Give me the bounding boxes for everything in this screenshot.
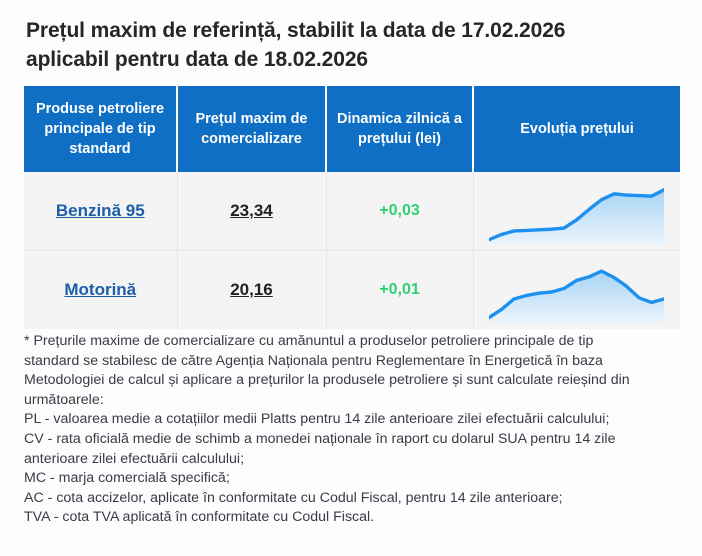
cell-product: Benzină 95 — [24, 172, 178, 251]
fuel-price-table: Produse petroliere principale de tip sta… — [24, 86, 680, 329]
price-value-benzina-95: 23,34 — [230, 201, 273, 220]
sparkline-chart-motorina — [489, 257, 665, 323]
column-header-evolution: Evoluția prețului — [473, 86, 680, 172]
price-value-motorina: 20,16 — [230, 280, 273, 299]
product-link-motorina[interactable]: Motorină — [64, 280, 137, 299]
page-title-line-1: Prețul maxim de referință, stabilit la d… — [26, 19, 566, 42]
sparkline-chart-benzina-95 — [489, 178, 665, 244]
footnote-block: * Prețurile maxime de comercializare cu … — [24, 332, 684, 528]
cell-price: 20,16 — [177, 250, 327, 329]
product-link-benzina-95[interactable]: Benzină 95 — [55, 201, 145, 220]
footnote-line: următoarele: — [24, 391, 104, 408]
table-header-row: Produse petroliere principale de tip sta… — [24, 86, 680, 172]
delta-value-benzina-95: +0,03 — [379, 202, 420, 219]
footnote-line: TVA - cota TVA aplicată în conformitate … — [24, 509, 375, 526]
footnote-line: * Prețurile maxime de comercializare cu … — [24, 333, 594, 349]
table-row: Motorină 20,16 +0,01 — [24, 250, 680, 329]
cell-product: Motorină — [24, 250, 178, 329]
footnote-line: AC - cota accizelor, aplicate în conform… — [24, 489, 563, 506]
column-header-product: Produse petroliere principale de tip sta… — [24, 86, 178, 172]
delta-value-motorina: +0,01 — [379, 281, 420, 298]
cell-evolution — [473, 250, 680, 329]
footnote-line: MC - marja comercială specifică; — [24, 470, 230, 487]
column-header-dynamics: Dinamica zilnică a prețului (lei) — [326, 86, 474, 172]
footnote-line: PL - valoarea medie a cotațiilor medii P… — [24, 411, 610, 428]
footnote-line: standard se stabilesc de către Agenția N… — [24, 352, 603, 369]
footnote-line: Metodologiei de calcul și aplicare a pre… — [24, 372, 630, 389]
page-title-line-2: aplicabil pentru data de 18.02.2026 — [26, 48, 368, 71]
cell-evolution — [473, 172, 680, 251]
page-title: Prețul maxim de referință, stabilit la d… — [26, 16, 676, 74]
table-row: Benzină 95 23,34 +0,03 — [24, 172, 680, 251]
cell-dynamics: +0,01 — [326, 250, 474, 329]
cell-dynamics: +0,03 — [326, 172, 474, 251]
footnote-line: CV - rata oficială medie de schimb a mon… — [24, 430, 616, 447]
cell-price: 23,34 — [177, 172, 327, 251]
column-header-price: Prețul maxim de comercializare — [177, 86, 327, 172]
footnote-line: anterioare zilei efectuării calculului; — [24, 450, 245, 467]
